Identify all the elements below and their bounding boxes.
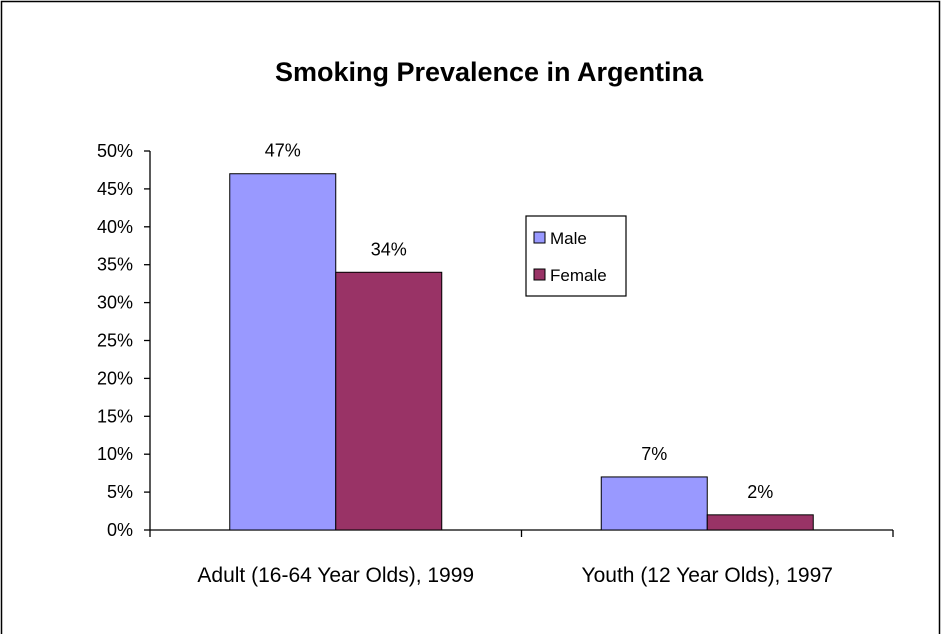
data-label-male-0: 47% <box>265 141 301 161</box>
y-tick-label: 5% <box>107 482 133 502</box>
data-label-male-1: 7% <box>641 444 667 464</box>
y-tick-label: 45% <box>97 179 133 199</box>
x-category-label: Adult (16-64 Year Olds), 1999 <box>197 564 474 587</box>
y-tick-label: 40% <box>97 217 133 237</box>
y-tick-label: 25% <box>97 331 133 351</box>
bar-female-0 <box>335 271 443 531</box>
bars-group <box>229 173 814 531</box>
legend-label-female: Female <box>550 266 607 285</box>
bar-female-1 <box>706 514 814 531</box>
y-tick-label: 10% <box>97 444 133 464</box>
legend-swatch-female <box>533 268 546 281</box>
chart-title: Smoking Prevalence in Argentina <box>275 57 704 87</box>
legend-box <box>525 215 627 297</box>
legend: Male Female <box>525 215 627 297</box>
data-labels-group: 47% 34% 7% 2% <box>265 141 774 502</box>
y-tick-label: 30% <box>97 293 133 313</box>
legend-swatch-male <box>533 231 546 244</box>
bar-male-0 <box>229 173 337 531</box>
legend-label-male: Male <box>550 229 587 248</box>
y-axis: 0% 5% 10% 15% 20% 25% 30% 35% 40% 45% 50% <box>97 141 151 540</box>
x-axis: Adult (16-64 Year Olds), 1999 Youth (12 Y… <box>149 529 894 587</box>
data-label-female-1: 2% <box>747 482 773 502</box>
data-label-female-0: 34% <box>371 239 407 259</box>
y-tick-label: 0% <box>107 520 133 540</box>
x-category-label: Youth (12 Year Olds), 1997 <box>582 564 833 587</box>
y-tick-label: 20% <box>97 368 133 388</box>
bar-male-1 <box>600 476 708 531</box>
y-tick-label: 35% <box>97 255 133 275</box>
y-tick-label: 15% <box>97 406 133 426</box>
y-tick-label: 50% <box>97 141 133 161</box>
